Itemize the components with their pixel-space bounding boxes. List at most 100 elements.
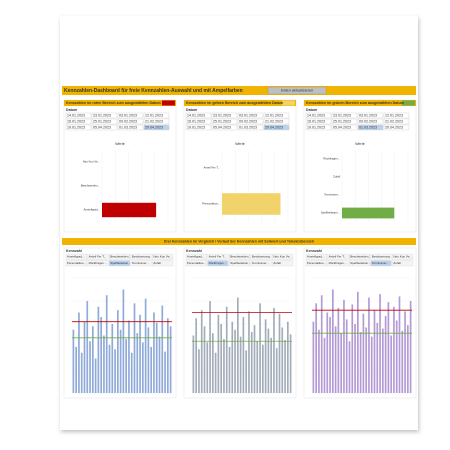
slicer-item-label[interactable]: Rückfragen...	[209, 261, 227, 265]
date-cell[interactable]	[117, 124, 144, 131]
slicer-item-label[interactable]: Beschwerden...	[110, 255, 131, 259]
date-cell[interactable]	[331, 124, 358, 131]
slicer-item[interactable]	[250, 253, 272, 260]
date-cell[interactable]	[383, 112, 410, 119]
date-label[interactable]: 01.03.2023	[119, 126, 137, 130]
date-label[interactable]: 05.04.2023	[333, 126, 351, 130]
date-label[interactable]: 25.01.2023	[213, 120, 231, 124]
slicer-item-label[interactable]: Anteil Fer T...	[329, 255, 347, 259]
date-label[interactable]: 05.04.2023	[213, 126, 231, 130]
slicer-item[interactable]	[109, 260, 130, 267]
slicer-item-label[interactable]: Beschwerden...	[230, 255, 251, 259]
slicer-item[interactable]	[272, 253, 294, 260]
date-cell[interactable]	[305, 118, 332, 125]
slicer-item[interactable]	[250, 260, 272, 267]
date-cell[interactable]	[237, 118, 264, 125]
date-label[interactable]: 12.01.2023	[145, 114, 163, 118]
slicer-item[interactable]	[185, 253, 207, 260]
date-cell[interactable]	[117, 118, 144, 125]
date-cell[interactable]	[263, 112, 290, 119]
date-cell[interactable]	[305, 124, 332, 131]
date-cell[interactable]	[383, 118, 410, 125]
date-label[interactable]: 14.01.2023	[187, 114, 205, 118]
slicer-item[interactable]	[392, 253, 414, 260]
date-label[interactable]: 19.01.2023	[187, 126, 205, 130]
date-cell[interactable]	[65, 118, 92, 125]
date-label[interactable]: 21.02.2023	[385, 120, 403, 124]
date-cell[interactable]	[305, 112, 332, 119]
slicer-item-label[interactable]: Beschwerung	[252, 255, 271, 259]
date-label[interactable]: 20.04.2023	[385, 126, 403, 130]
date-cell[interactable]	[91, 112, 118, 119]
date-label[interactable]: 14.01.2023	[307, 114, 325, 118]
date-label[interactable]: 03.01.2023	[239, 114, 257, 118]
date-label[interactable]: 03.01.2023	[119, 114, 137, 118]
date-label[interactable]: 20.04.2023	[265, 126, 283, 130]
slicer-item[interactable]	[327, 253, 349, 260]
slicer-item[interactable]	[130, 253, 152, 260]
date-label[interactable]: 19.01.2023	[307, 126, 325, 130]
slicer-item[interactable]	[272, 260, 294, 267]
slicer-item-label[interactable]: Spellbelastun...	[350, 261, 371, 265]
date-label[interactable]: 16.01.2023	[187, 120, 205, 124]
slicer-item-label[interactable]: Anteil Fer T...	[89, 255, 107, 259]
date-cell[interactable]	[211, 124, 238, 131]
date-cell[interactable]	[91, 118, 118, 125]
slicer-item[interactable]	[370, 260, 392, 267]
slicer-item[interactable]	[229, 253, 250, 260]
slicer-item[interactable]	[370, 253, 392, 260]
slicer-item[interactable]	[207, 253, 229, 260]
date-cell[interactable]	[263, 124, 290, 131]
slicer-item[interactable]	[152, 260, 174, 267]
date-cell[interactable]	[237, 112, 264, 119]
date-cell[interactable]	[357, 118, 384, 125]
slicer-item-label[interactable]: Personalkos...	[187, 261, 206, 265]
date-label[interactable]: 19.01.2023	[67, 126, 85, 130]
date-label[interactable]: 25.01.2023	[93, 120, 111, 124]
slicer-item[interactable]	[65, 260, 87, 267]
date-cell[interactable]	[263, 118, 290, 125]
date-cell[interactable]	[211, 118, 238, 125]
date-label[interactable]: 12.01.2023	[385, 114, 403, 118]
date-label[interactable]: 01.03.2023	[239, 126, 257, 130]
date-label[interactable]: 09.02.2023	[119, 120, 137, 124]
date-label[interactable]: 25.01.2023	[333, 120, 351, 124]
slicer-item[interactable]	[349, 260, 370, 267]
slicer-item[interactable]	[327, 260, 349, 267]
date-cell[interactable]	[357, 124, 384, 131]
slicer-item[interactable]	[229, 260, 250, 267]
slicer-item-label[interactable]: Neu Kun Ve...	[273, 255, 292, 259]
slicer-item-label[interactable]: Terminsver...	[252, 261, 269, 265]
slicer-item-label[interactable]: Spellbelastun...	[110, 261, 131, 265]
date-cell[interactable]	[65, 112, 92, 119]
slicer-item[interactable]	[152, 253, 174, 260]
date-cell[interactable]	[185, 124, 212, 131]
date-cell[interactable]	[237, 124, 264, 131]
date-cell[interactable]	[143, 112, 170, 119]
date-cell[interactable]	[91, 124, 118, 131]
date-label[interactable]: 20.04.2023	[145, 126, 163, 130]
slicer-item-label[interactable]: Terminsver...	[372, 261, 389, 265]
date-cell[interactable]	[185, 112, 212, 119]
date-cell[interactable]	[383, 124, 410, 131]
slicer-item[interactable]	[349, 253, 370, 260]
date-label[interactable]: 23.01.2023	[93, 114, 111, 118]
slicer-item-label[interactable]: Anteil Fer T...	[209, 255, 227, 259]
date-label[interactable]: 09.02.2023	[239, 120, 257, 124]
slicer-item-label[interactable]: Zufall	[273, 261, 281, 265]
date-cell[interactable]	[211, 112, 238, 119]
slicer-item-label[interactable]: Anstellgrad...	[67, 255, 85, 259]
date-label[interactable]: 23.01.2023	[333, 114, 351, 118]
slicer-item-label[interactable]: Terminsver...	[132, 261, 149, 265]
slicer-item-label[interactable]: Neu Kun Ve...	[393, 255, 412, 259]
slicer-item[interactable]	[87, 260, 109, 267]
date-cell[interactable]	[65, 124, 92, 131]
slicer-item-label[interactable]: Anstellgrad...	[307, 255, 325, 259]
slicer-item-label[interactable]: Zufall	[393, 261, 401, 265]
slicer-item[interactable]	[65, 253, 87, 260]
slicer-item-label[interactable]: Rückfragen...	[89, 261, 107, 265]
date-label[interactable]: 21.02.2023	[265, 120, 283, 124]
date-cell[interactable]	[143, 124, 170, 131]
slicer-item[interactable]	[207, 260, 229, 267]
date-label[interactable]: 21.02.2023	[145, 120, 163, 124]
